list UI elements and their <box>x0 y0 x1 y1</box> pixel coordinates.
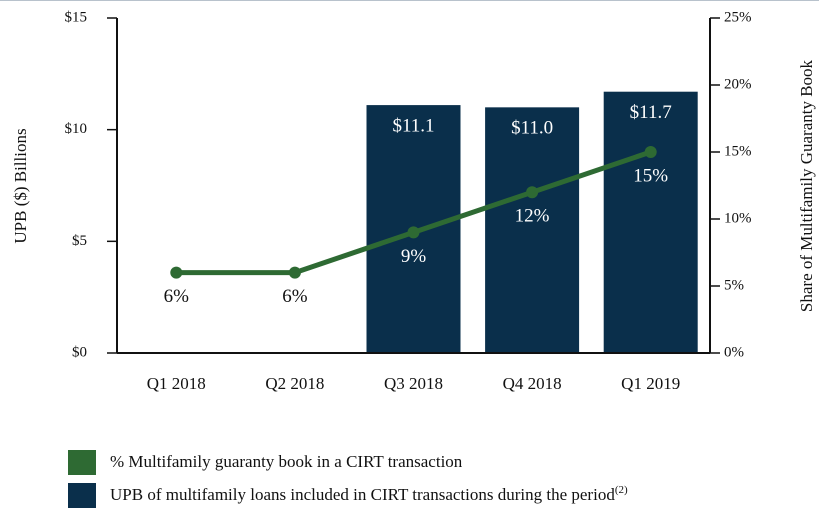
x-tick-label: Q2 2018 <box>265 374 324 393</box>
y-tick-label: $0 <box>72 344 87 360</box>
legend-note: (2) <box>615 484 628 496</box>
line-value-label: 15% <box>633 165 668 186</box>
legend-name: UPB of multifamily loans included in CIR… <box>110 485 615 504</box>
legend-name: % Multifamily guaranty book in a CIRT tr… <box>110 452 463 471</box>
line-point <box>407 226 420 239</box>
y-tick-label: $15 <box>65 9 88 25</box>
x-tick-label: Q4 2018 <box>503 374 562 393</box>
y2-tick-label: 5% <box>724 277 744 293</box>
y2-axis-label: Share of Multifamily Guaranty Book <box>797 59 816 312</box>
bar-value-label: $11.7 <box>630 102 672 123</box>
legend-label: UPB of multifamily loans included in CIR… <box>110 484 628 504</box>
bar <box>485 107 580 353</box>
legend-label: % Multifamily guaranty book in a CIRT tr… <box>110 452 463 471</box>
line-point <box>288 266 301 279</box>
y2-tick-label: 20% <box>724 76 752 92</box>
y-tick-label: $10 <box>65 121 88 137</box>
line-value-label: 6% <box>164 286 190 307</box>
x-tick-label: Q1 2019 <box>621 374 680 393</box>
y-tick-label: $5 <box>72 233 87 249</box>
bar-value-label: $11.0 <box>511 118 553 139</box>
bar-value-label: $11.1 <box>392 115 434 136</box>
line-series: 6% 6% 9% 12% 15% <box>164 146 668 307</box>
line-point <box>526 186 539 199</box>
y2-tick-label: 0% <box>724 344 744 360</box>
y2-tick-label: 15% <box>724 143 752 159</box>
line-point <box>170 266 183 279</box>
bar <box>603 91 698 353</box>
line-value-label: 9% <box>401 246 427 267</box>
legend-swatch <box>68 483 96 508</box>
legend-swatch <box>68 450 96 475</box>
line-point <box>644 146 657 158</box>
line-value-label: 6% <box>282 286 308 307</box>
y2-tick-label: 25% <box>724 9 752 25</box>
y2-tick-label: 10% <box>724 210 752 226</box>
line-value-label: 12% <box>515 206 550 227</box>
x-tick-label: Q3 2018 <box>384 374 443 393</box>
y-axis-label: UPB ($) Billions <box>11 128 30 243</box>
x-tick-label: Q1 2018 <box>147 374 206 393</box>
